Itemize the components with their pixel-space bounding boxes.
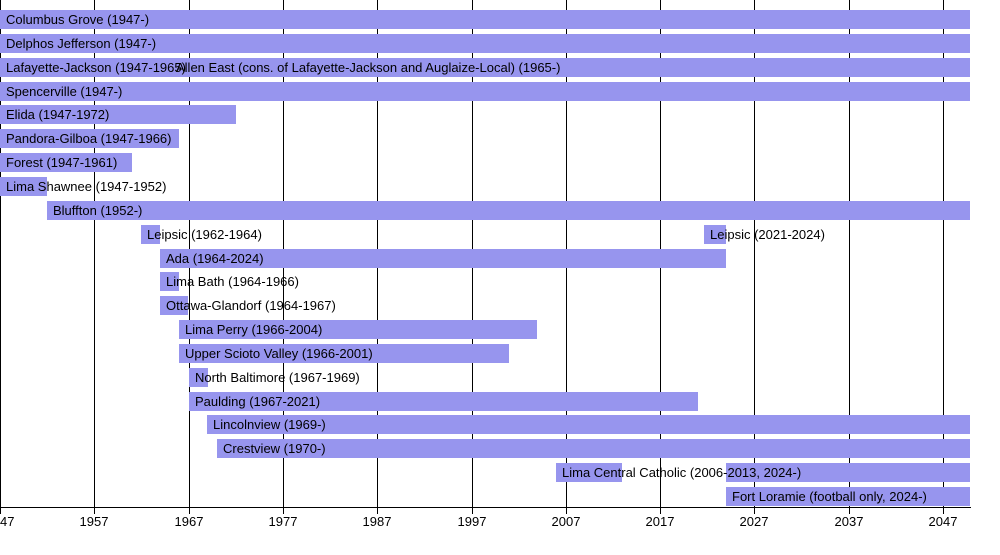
membership-bar [179, 344, 509, 363]
membership-bar-label: Spencerville (1947-) [6, 84, 123, 99]
membership-bar [217, 439, 970, 458]
membership-bar [141, 225, 160, 244]
x-axis-tick [472, 508, 473, 514]
x-axis-tick-label: 2047 [928, 514, 958, 529]
membership-bar [160, 296, 188, 315]
membership-bar [160, 272, 179, 291]
x-axis-tick-label: 1977 [268, 514, 298, 529]
membership-bar [189, 392, 698, 411]
membership-bar [556, 463, 622, 482]
membership-bar-label: Lincolnview (1969-) [213, 417, 326, 432]
x-axis-tick [377, 508, 378, 514]
membership-bar-label: Forest (1947-1961) [6, 155, 118, 170]
x-axis-tick-label: 1957 [79, 514, 109, 529]
x-axis-tick [943, 508, 944, 514]
decade-gridline [94, 0, 95, 507]
membership-bar [47, 201, 970, 220]
membership-bar [0, 34, 970, 53]
membership-bar [189, 368, 208, 387]
x-axis-tick-label: 1947 [0, 514, 15, 529]
membership-bar [726, 463, 970, 482]
membership-bar-label: Lima Shawnee (1947-1952) [6, 179, 167, 194]
decade-gridline [849, 0, 850, 507]
x-axis-tick [754, 508, 755, 514]
membership-bar-label: Leipsic (1962-1964) [147, 227, 262, 242]
x-axis-tick [283, 508, 284, 514]
x-axis-tick-label: 2037 [834, 514, 864, 529]
membership-bar-label: Crestview (1970-) [223, 441, 326, 456]
x-axis-tick-label: 2017 [645, 514, 675, 529]
membership-bar [726, 487, 970, 506]
x-axis-tick [189, 508, 190, 514]
decade-gridline [943, 0, 944, 507]
membership-bar-label: Delphos Jefferson (1947-) [6, 36, 157, 51]
x-axis-tick [849, 508, 850, 514]
x-axis-tick-label: 1997 [457, 514, 487, 529]
x-axis-tick [660, 508, 661, 514]
membership-bar [0, 153, 132, 172]
x-axis-tick [566, 508, 567, 514]
x-axis-tick-label: 1987 [362, 514, 392, 529]
membership-bar [179, 320, 537, 339]
x-axis-tick-label: 2027 [739, 514, 769, 529]
membership-bar [704, 225, 726, 244]
decade-gridline [754, 0, 755, 507]
membership-bar-label: Lafayette-Jackson (1947-1965) [6, 60, 186, 75]
membership-bar-label: Lima Perry (1966-2004) [185, 322, 323, 337]
membership-bar [0, 58, 970, 77]
membership-bar-label: Lima Central Catholic (2006-2013, 2024-) [562, 465, 802, 480]
membership-bar [0, 177, 47, 196]
membership-bar-label: Fort Loramie (football only, 2024-) [732, 489, 927, 504]
x-axis-tick-label: 2007 [551, 514, 581, 529]
x-axis-tick [0, 508, 1, 514]
x-axis-tick [94, 508, 95, 514]
x-axis-tick-label: 1967 [174, 514, 204, 529]
membership-bar-label: Paulding (1967-2021) [195, 394, 321, 409]
membership-bar-label: Upper Scioto Valley (1966-2001) [185, 346, 373, 361]
decade-gridline [0, 0, 1, 507]
membership-bar [0, 82, 970, 101]
membership-bar-label: Columbus Grove (1947-) [6, 12, 150, 27]
membership-bar-label: Lima Bath (1964-1966) [166, 274, 299, 289]
membership-bar [0, 129, 179, 148]
membership-bar-label: Ottawa-Glandorf (1964-1967) [166, 298, 336, 313]
membership-bar [207, 415, 970, 434]
x-axis-line [0, 507, 971, 508]
membership-bar-label: Allen East (cons. of Lafayette-Jackson a… [176, 60, 561, 75]
membership-bar-label: Bluffton (1952-) [53, 203, 143, 218]
membership-bar [0, 105, 236, 124]
membership-bar [0, 10, 970, 29]
membership-bar [160, 249, 726, 268]
membership-bar-label: North Baltimore (1967-1969) [195, 370, 360, 385]
membership-bar-label: Ada (1964-2024) [166, 251, 264, 266]
membership-bar-label: Elida (1947-1972) [6, 107, 110, 122]
membership-bar-label: Leipsic (2021-2024) [710, 227, 825, 242]
membership-bar-label: Pandora-Gilboa (1947-1966) [6, 131, 172, 146]
